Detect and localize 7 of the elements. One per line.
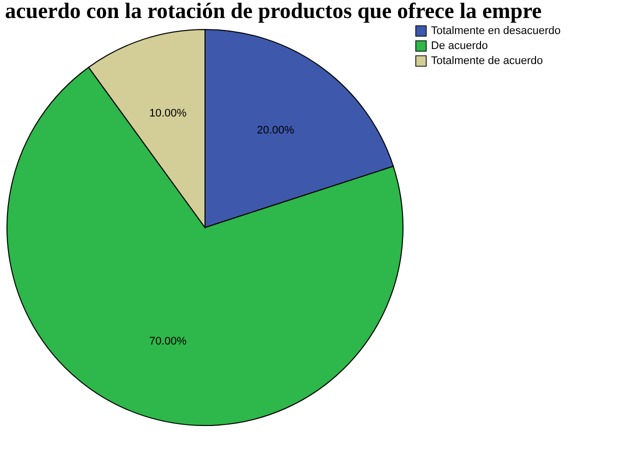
data-label: 10.00% xyxy=(149,107,187,120)
data-label: 70.00% xyxy=(149,336,187,348)
legend-label: De acuerdo xyxy=(431,40,488,52)
legend-label: Totalmente de acuerdo xyxy=(431,55,543,67)
data-label: 20.00% xyxy=(256,124,294,136)
chart-title: acuerdo con la rotación de productos que ofrece la empre xyxy=(5,0,542,23)
legend-label: Totalmente en desacuerdo xyxy=(431,25,561,37)
